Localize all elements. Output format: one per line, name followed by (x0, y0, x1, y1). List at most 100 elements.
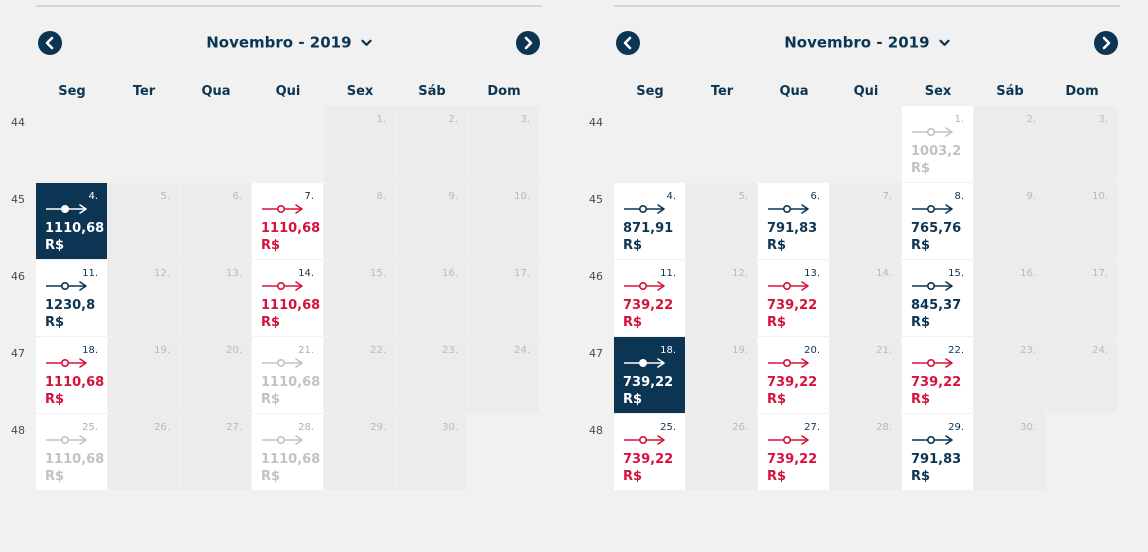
day-cell[interactable]: 15. 845,37 R$ (902, 260, 973, 336)
day-number: 21. (876, 345, 892, 356)
flight-route-icon (767, 277, 811, 296)
day-cell: 6. (180, 183, 251, 259)
week-number: 48 (589, 424, 603, 437)
day-cell[interactable]: 8. 765,76 R$ (902, 183, 973, 259)
flight-route-icon (623, 431, 667, 450)
day-cell-selected[interactable]: 4. 1110,68 R$ (36, 183, 107, 259)
day-number: 27. (226, 422, 242, 433)
weekday-label: Seg (636, 84, 664, 99)
day-cell[interactable]: 4. 871,91 R$ (614, 183, 685, 259)
month-selector[interactable]: Novembro - 2019 (614, 33, 1120, 52)
day-cell[interactable]: 20. 739,22 R$ (758, 337, 829, 413)
fare-price: 1110,68 R$ (261, 297, 320, 331)
day-cell[interactable]: 25. 739,22 R$ (614, 414, 685, 490)
day-cell-selected[interactable]: 18. 739,22 R$ (614, 337, 685, 413)
day-cell: 12. (686, 260, 757, 336)
flight-route-icon (45, 354, 89, 373)
day-number: 13. (804, 268, 820, 279)
day-number: 22. (948, 345, 964, 356)
fare-currency: R$ (623, 238, 643, 253)
empty-cell (468, 414, 539, 490)
day-cell[interactable]: 27. 739,22 R$ (758, 414, 829, 490)
month-label: Novembro - 2019 (784, 33, 930, 52)
day-cell: 7. (830, 183, 901, 259)
fare-price: 739,22 R$ (767, 297, 817, 331)
weekday-label: Qui (275, 84, 301, 99)
chevron-down-icon (361, 39, 372, 46)
day-cell: 28. (830, 414, 901, 490)
fare-value: 739,22 (911, 375, 962, 390)
day-number: 29. (948, 422, 964, 433)
fare-value: 1110,68 (261, 221, 321, 236)
weekday-label: Sex (924, 84, 952, 99)
day-number: 12. (732, 268, 748, 279)
flight-route-icon (623, 200, 667, 219)
day-number: 25. (82, 422, 98, 433)
day-cell: 3. (468, 106, 539, 182)
fare-currency: R$ (261, 238, 281, 253)
day-cell: 23. (974, 337, 1045, 413)
fare-value: 1110,68 (45, 221, 105, 236)
empty-cell (252, 106, 323, 182)
fare-price: 871,91 R$ (623, 220, 673, 254)
day-cell[interactable]: 14. 1110,68 R$ (252, 260, 323, 336)
fare-value: 845,37 (911, 298, 962, 313)
chevron-right-icon (1102, 36, 1111, 50)
day-number: 14. (876, 268, 892, 279)
prev-month-button[interactable] (616, 31, 640, 55)
divider (614, 5, 1120, 7)
day-cell[interactable]: 11. 1230,8 R$ (36, 260, 107, 336)
day-number: 9. (1026, 191, 1036, 202)
empty-cell (614, 106, 685, 182)
day-cell[interactable]: 22. 739,22 R$ (902, 337, 973, 413)
prev-month-button[interactable] (38, 31, 62, 55)
next-month-button[interactable] (516, 31, 540, 55)
day-number: 10. (1092, 191, 1108, 202)
fare-price: 1230,8 R$ (45, 297, 95, 331)
day-cell: 26. (686, 414, 757, 490)
day-number: 11. (82, 268, 98, 279)
fare-price: 1110,68 R$ (45, 451, 104, 485)
day-cell: 29. (324, 414, 395, 490)
fare-value: 1110,68 (261, 298, 321, 313)
day-cell: 27. (180, 414, 251, 490)
day-cell[interactable]: 18. 1110,68 R$ (36, 337, 107, 413)
day-cell[interactable]: 7. 1110,68 R$ (252, 183, 323, 259)
fare-price: 1110,68 R$ (261, 451, 320, 485)
day-number: 11. (660, 268, 676, 279)
day-cell[interactable]: 6. 791,83 R$ (758, 183, 829, 259)
weekday-label: Sáb (996, 84, 1024, 99)
day-cell[interactable]: 13. 739,22 R$ (758, 260, 829, 336)
weekday-label: Sáb (418, 84, 446, 99)
next-month-button[interactable] (1094, 31, 1118, 55)
flight-route-icon (623, 277, 667, 296)
day-number: 29. (370, 422, 386, 433)
empty-cell (686, 106, 757, 182)
weekday-label: Ter (710, 84, 734, 99)
day-cell: 23. (396, 337, 467, 413)
weekday-label: Sex (346, 84, 374, 99)
fare-price: 845,37 R$ (911, 297, 961, 331)
day-number: 3. (1098, 114, 1108, 125)
fare-price: 765,76 R$ (911, 220, 961, 254)
day-number: 30. (442, 422, 458, 433)
day-cell[interactable]: 11. 739,22 R$ (614, 260, 685, 336)
day-cell: 17. (1046, 260, 1117, 336)
day-cell: 5. (686, 183, 757, 259)
day-number: 24. (1092, 345, 1108, 356)
flight-route-icon (45, 431, 89, 450)
fare-value: 765,76 (911, 221, 962, 236)
week-number: 45 (11, 193, 25, 206)
day-cell: 2. (974, 106, 1045, 182)
day-number: 3. (520, 114, 530, 125)
fare-currency: R$ (261, 392, 281, 407)
day-cell: 10. (1046, 183, 1117, 259)
month-selector[interactable]: Novembro - 2019 (36, 33, 542, 52)
flight-route-icon (45, 277, 89, 296)
flight-route-icon (911, 200, 955, 219)
day-number: 1. (376, 114, 386, 125)
fare-currency: R$ (767, 238, 787, 253)
day-cell[interactable]: 29. 791,83 R$ (902, 414, 973, 490)
day-number: 22. (370, 345, 386, 356)
fare-currency: R$ (911, 392, 931, 407)
